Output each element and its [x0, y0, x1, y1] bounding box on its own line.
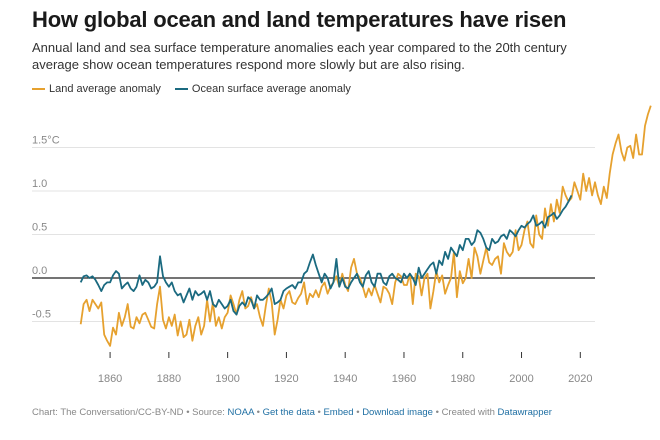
x-tick-label: 1940: [333, 373, 357, 385]
series-lines: [79, 105, 652, 347]
y-tick-label: -0.5: [32, 309, 51, 321]
footer-credit: Chart: The Conversation/CC-BY-ND: [32, 407, 184, 418]
x-tick-label: 2000: [509, 373, 533, 385]
y-tick-label: 1.5°C: [32, 135, 60, 147]
legend-label-land: Land average anomaly: [49, 83, 161, 95]
chart-subtitle: Annual land and sea surface temperature …: [32, 40, 567, 72]
gridlines: [32, 147, 595, 323]
legend-label-ocean: Ocean surface average anomaly: [191, 83, 351, 95]
embed-link[interactable]: Embed: [323, 407, 354, 418]
x-axis: 1860 1880 1900 1920 1940 1960 1980 2000 2020: [98, 352, 593, 385]
legend: Land average anomaly Ocean surface avera…: [32, 82, 632, 96]
download-image-link[interactable]: Download image: [362, 407, 433, 418]
line-chart: 1.5°C1.00.50.0-0.5 1860 1880 1900 1920 1940 1…: [32, 105, 652, 385]
chart-header: How global ocean and land temperatures h…: [32, 6, 632, 96]
y-tick-label: 0.0: [32, 265, 47, 277]
land-anomaly-line: [79, 105, 652, 347]
source-link[interactable]: NOAA: [227, 407, 254, 418]
legend-item-land: Land average anomaly: [32, 83, 161, 95]
legend-swatch-land: [32, 88, 45, 90]
datawrapper-link[interactable]: Datawrapper: [497, 407, 552, 418]
x-tick-label: 1860: [98, 373, 122, 385]
x-tick-label: 1980: [451, 373, 475, 385]
y-axis-labels: 1.5°C 1.0 0.5 0.0 -0.5: [32, 135, 60, 321]
footer: Chart: The Conversation/CC-BY-ND • Sourc…: [32, 407, 552, 418]
x-tick-label: 1880: [157, 373, 181, 385]
x-tick-label: 2020: [568, 373, 592, 385]
x-tick-label: 1920: [274, 373, 298, 385]
get-data-link[interactable]: Get the data: [262, 407, 315, 418]
ocean-anomaly-line: [79, 195, 573, 316]
created-with-label: Created with: [441, 407, 495, 418]
legend-swatch-ocean: [174, 88, 188, 90]
y-tick-label: 0.5: [32, 222, 47, 234]
x-tick-label: 1960: [392, 373, 416, 385]
chart-title: How global ocean and land temperatures h…: [32, 7, 567, 32]
footer-source-label: Source:: [192, 407, 225, 418]
y-tick-label: 1.0: [32, 178, 47, 190]
x-tick-label: 1900: [215, 373, 239, 385]
legend-item-ocean: Ocean surface average anomaly: [174, 83, 351, 95]
